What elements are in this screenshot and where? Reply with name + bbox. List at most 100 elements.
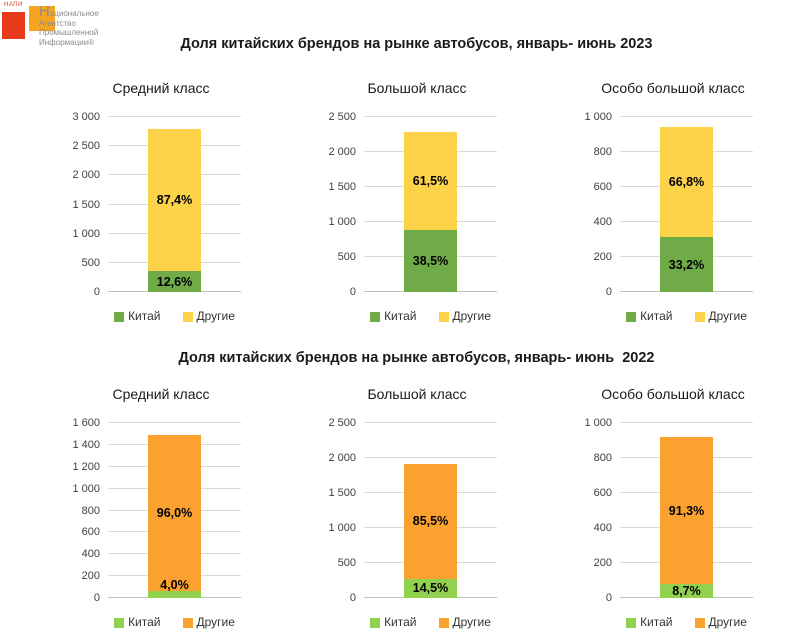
section-title-2022: Доля китайских брендов на рынке автобусо… (178, 350, 655, 366)
gridline (620, 116, 753, 117)
logo-line-2: Агентство (39, 18, 76, 28)
y-tick-label: 800 (593, 452, 612, 464)
y-tick-label: 500 (337, 557, 356, 569)
pct-label-china: 38,5% (412, 254, 449, 269)
y-tick-label: 1 500 (72, 198, 100, 211)
y-tick-label: 3 000 (72, 111, 100, 123)
logo-line-4: Информации® (39, 37, 95, 47)
legend-item-china: Китай (370, 615, 417, 629)
chart-large-class-2022: Большой класс 0 500 1 000 1 500 2 000 2 500 14,… (311, 385, 561, 629)
pct-label-others: 61,5% (412, 173, 449, 188)
legend-item-others: Другие (694, 616, 747, 629)
bar-segment-china (660, 584, 713, 598)
charts-row-2022: Средний класс 0 200 400 600 800 1 000 1 200 1 40… (55, 385, 799, 629)
pct-label-others: 66,8% (668, 174, 705, 189)
y-tick-label: 0 (605, 286, 612, 298)
legend: Китай Другие (556, 310, 799, 323)
y-tick-label: 1 000 (328, 522, 356, 534)
chart-extra-large-class-2022: Особо большой класс 0 200 400 600 800 1 000 8,7… (567, 385, 799, 629)
legend: Китай Другие (300, 616, 561, 629)
y-tick-label: 2 500 (72, 140, 100, 153)
y-tick-label: 0 (605, 592, 612, 604)
plot-area: 0 200 400 600 800 1 000 1 200 1 400 1 600 4,0% 96,… (72, 417, 241, 604)
y-tick-label: 1 200 (72, 460, 100, 473)
legend-swatch-others-icon (182, 617, 193, 628)
y-tick-label: 2 500 (328, 417, 356, 429)
legend: Китай Другие (44, 310, 305, 323)
pct-label-china: 33,2% (668, 257, 705, 272)
bar-segment-china (148, 271, 201, 292)
y-tick-label: 600 (593, 487, 612, 499)
legend-item-china: Китай (114, 310, 161, 323)
logo-orange-square-icon (29, 6, 55, 31)
y-tick-label: 200 (593, 251, 612, 263)
legend-label-others: Другие (452, 309, 491, 323)
gridline (364, 422, 497, 423)
pct-label-china: 12,6% (156, 274, 193, 289)
gridline (620, 422, 753, 423)
y-tick-label: 0 (349, 286, 356, 298)
legend-label-others: Другие (196, 615, 235, 629)
legend-swatch-china-icon (114, 311, 125, 322)
legend: Китай Другие (44, 616, 305, 629)
chart-large-class-2023: Большой класс 0 500 1 000 1 500 2 000 2 500 38,… (311, 79, 561, 323)
y-tick-label: 2 500 (328, 111, 356, 123)
gridline (108, 116, 241, 117)
bar-segment-others (148, 129, 201, 272)
legend-item-china: Китай (626, 309, 673, 323)
gridline (364, 116, 497, 117)
chart-title: Большой класс (367, 386, 467, 402)
logo-mini-text: НАПИ (4, 2, 23, 8)
y-tick-label: 1 000 (72, 227, 100, 240)
y-tick-label: 1 000 (584, 417, 612, 429)
y-tick-label: 600 (81, 526, 100, 539)
logo-line-1: Национальное (39, 3, 99, 20)
logo-agency-name: Национальное Агентство Промышленной Инфо… (39, 3, 99, 47)
bar-segment-china (404, 578, 457, 598)
pct-label-others: 91,3% (668, 503, 705, 518)
chart-extra-large-class-2023: Особо большой класс 0 200 400 600 800 1 000 33,… (567, 79, 799, 323)
logo-line-3: Промышленной (39, 28, 99, 37)
legend-label-others: Другие (708, 309, 747, 323)
y-tick-label: 2 000 (72, 169, 100, 182)
section-title-2023: Доля китайских брендов на рынке автобусо… (180, 36, 653, 52)
section-2023: Доля китайских брендов на рынке автобусо… (55, 36, 799, 323)
plot-area: 0 200 400 600 800 1 000 8,7% 91,3% (584, 417, 753, 604)
y-tick-label: 800 (593, 146, 612, 158)
legend-swatch-others-icon (438, 311, 449, 322)
legend-item-others: Другие (182, 309, 235, 323)
pct-label-others: 85,5% (412, 514, 449, 529)
y-tick-label: 800 (81, 504, 100, 517)
y-tick-label: 0 (93, 286, 100, 298)
legend-label-others: Другие (196, 309, 235, 323)
plot-area: 0 200 400 600 800 1 000 33,2% 66,8% (584, 111, 753, 298)
chart-title: Средний класс (112, 386, 210, 402)
y-tick-label: 1 500 (328, 487, 356, 499)
y-tick-label: 1 400 (72, 438, 100, 451)
legend-swatch-china-icon (114, 617, 125, 628)
y-tick-label: 2 000 (328, 452, 356, 464)
legend-item-china: Китай (114, 615, 161, 629)
y-tick-label: 600 (593, 181, 612, 193)
legend-item-others: Другие (438, 309, 491, 323)
legend-swatch-china-icon (370, 617, 381, 628)
legend-label-china: Китай (384, 615, 417, 629)
plot-area: 0 500 1 000 1 500 2 000 2 500 3 000 12,6% 87,4% (72, 111, 241, 298)
y-tick-label: 500 (337, 251, 356, 263)
bar-segment-others (148, 435, 201, 592)
pct-label-others: 96,0% (156, 506, 193, 521)
y-tick-label: 1 000 (584, 111, 612, 123)
legend-label-china: Китай (640, 309, 673, 323)
legend-label-china: Китай (128, 615, 161, 629)
bar-segment-china (660, 237, 713, 292)
bar-segment-china (148, 591, 201, 598)
legend-item-others: Другие (182, 615, 235, 629)
y-tick-label: 400 (593, 216, 612, 228)
y-tick-label: 1 600 (72, 417, 100, 429)
y-tick-label: 2 000 (328, 146, 356, 158)
bar-segment-others (404, 131, 457, 231)
bar-segment-others (660, 126, 713, 238)
bar-segment-china (404, 230, 457, 292)
charts-row-2023: Средний класс 0 500 1 000 1 500 2 000 2 500 3 0… (55, 79, 799, 323)
